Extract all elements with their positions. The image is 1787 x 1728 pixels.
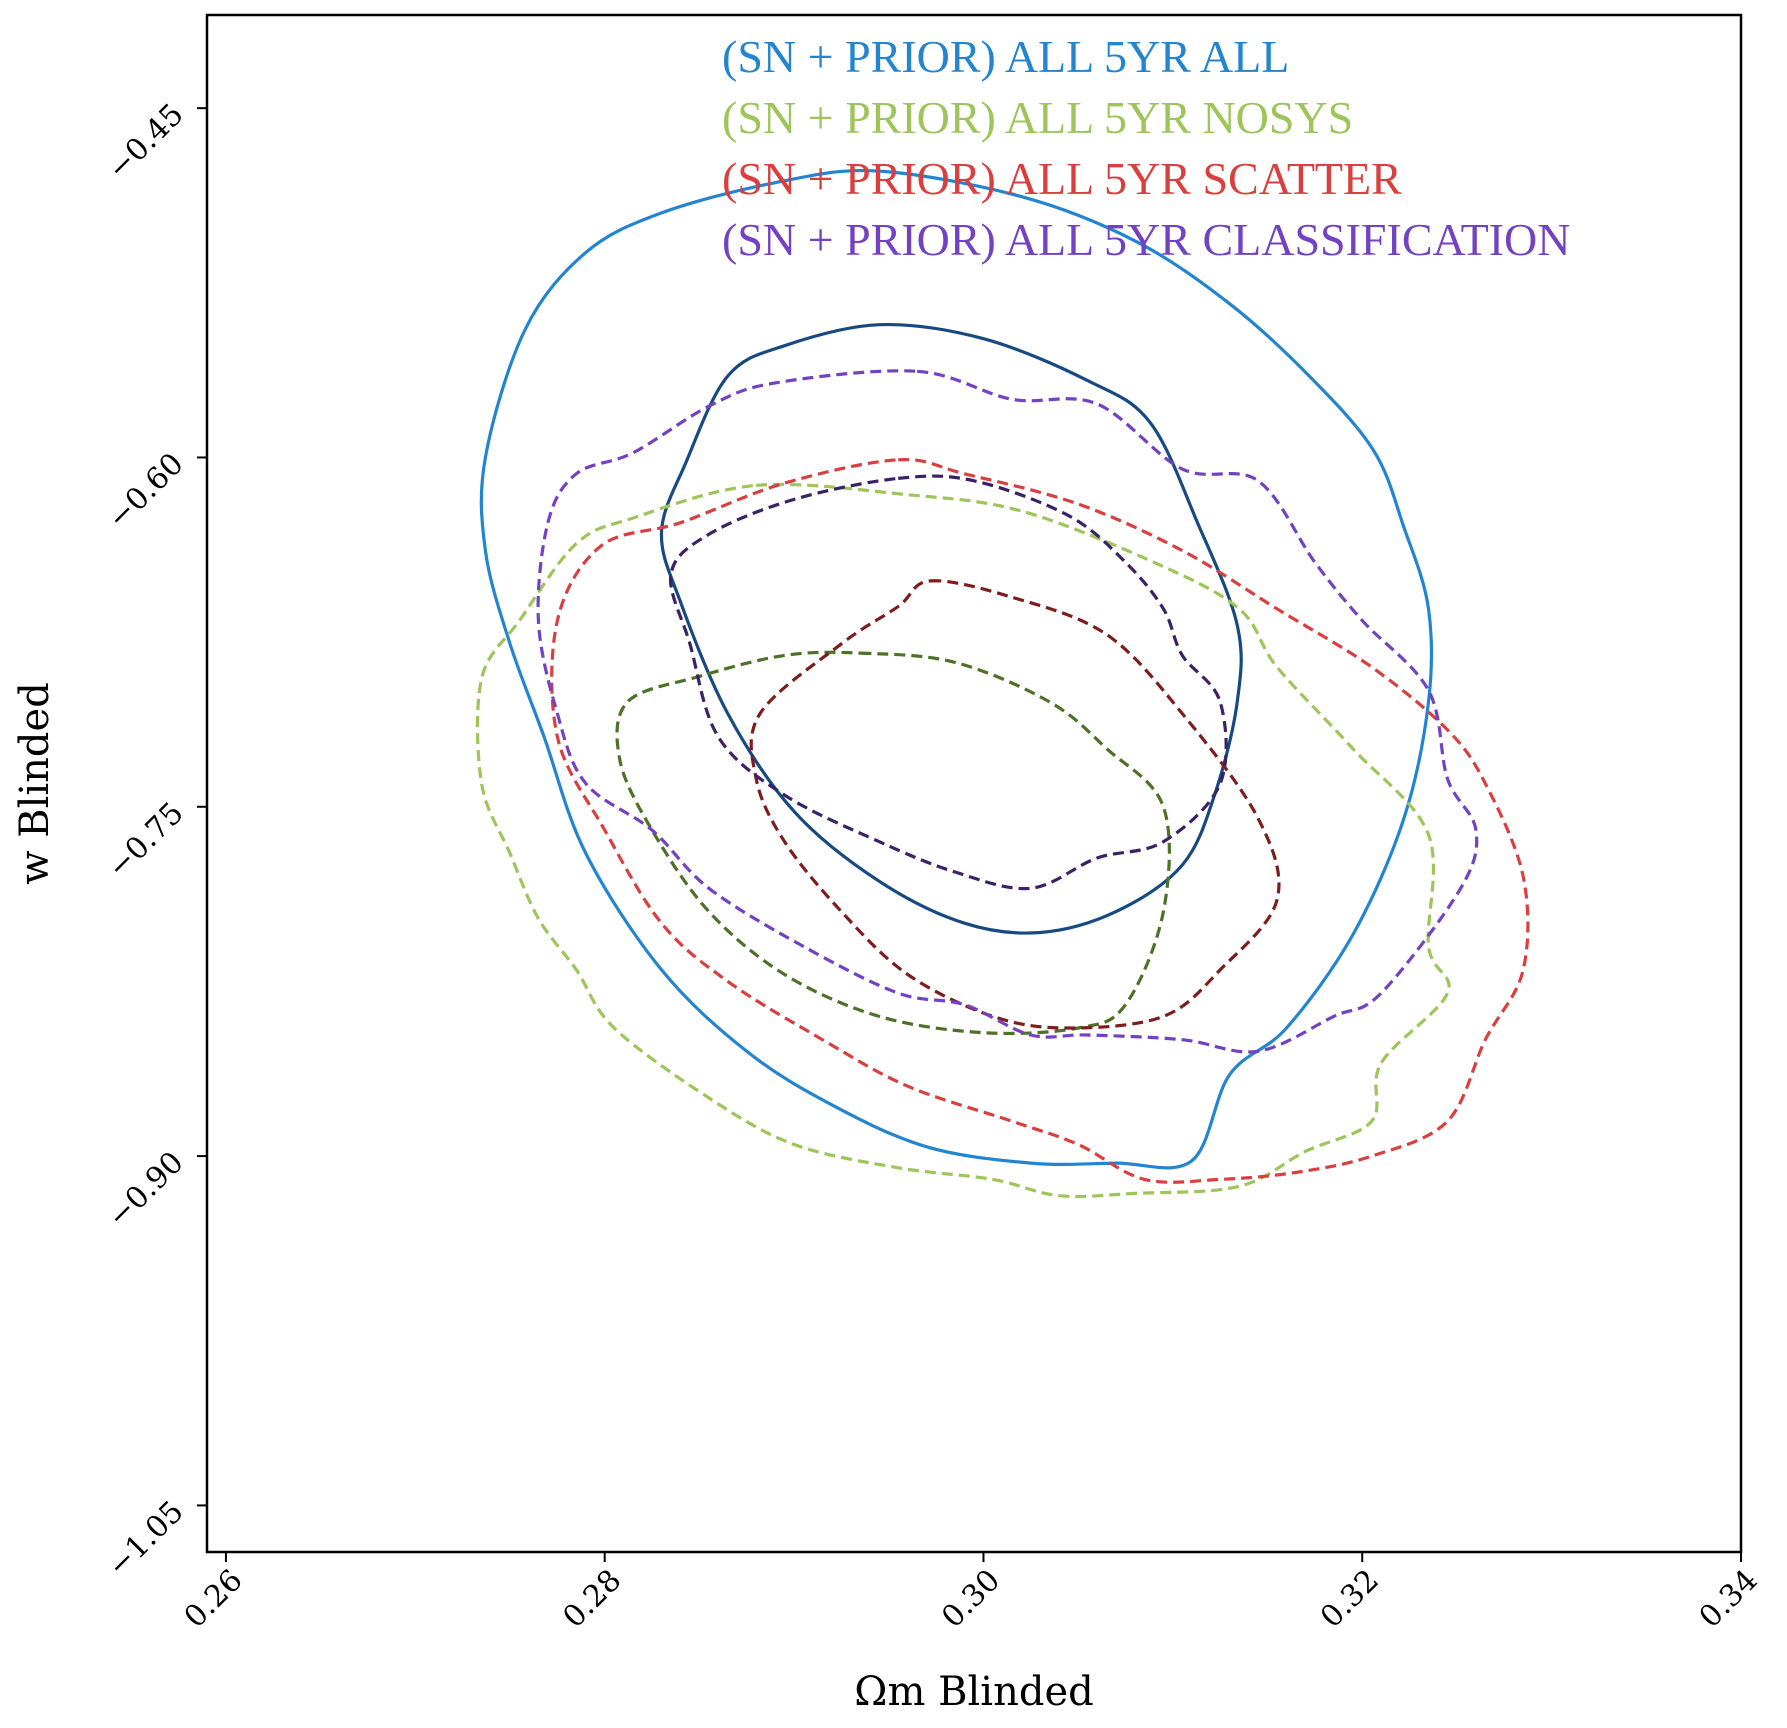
contour-series-1-inner bbox=[659, 322, 1243, 935]
y-tick-label: −0.90 bbox=[101, 1145, 191, 1235]
legend-entry: (SN + PRIOR) ALL 5YR SCATTER bbox=[722, 153, 1402, 204]
y-tick-label: −1.05 bbox=[101, 1494, 191, 1584]
x-tick-label: 0.34 bbox=[1693, 1563, 1765, 1635]
contour-series-3-outer bbox=[550, 458, 1530, 1184]
x-axis-ticks: 0.26 0.28 0.30 0.32 0.34 bbox=[178, 1552, 1765, 1635]
x-tick-label: 0.30 bbox=[935, 1563, 1007, 1635]
contour-series-3-inner bbox=[749, 579, 1281, 1030]
y-tick-label: −0.45 bbox=[101, 97, 191, 187]
legend-entry: (SN + PRIOR) ALL 5YR ALL bbox=[722, 31, 1289, 82]
contour-series-1-outer bbox=[479, 168, 1434, 1170]
x-tick-label: 0.26 bbox=[178, 1563, 250, 1635]
x-tick-label: 0.28 bbox=[556, 1563, 628, 1635]
legend-entry: (SN + PRIOR) ALL 5YR CLASSIFICATION bbox=[722, 214, 1570, 265]
x-tick-label: 0.32 bbox=[1314, 1563, 1386, 1635]
y-tick-label: −0.75 bbox=[101, 796, 191, 886]
contour-series-4-inner bbox=[668, 474, 1228, 891]
contour-series-2-outer bbox=[475, 482, 1451, 1199]
legend-entry: (SN + PRIOR) ALL 5YR NOSYS bbox=[722, 92, 1353, 143]
contour-series-2-inner bbox=[615, 650, 1171, 1036]
plot-frame bbox=[205, 13, 1743, 1554]
contours-layer bbox=[475, 168, 1530, 1199]
y-axis-ticks: −0.45 −0.60 −0.75 −0.90 −1.05 bbox=[101, 97, 207, 1584]
contour-series-4-outer bbox=[536, 369, 1479, 1054]
x-axis-label: Ωm Blinded bbox=[854, 1669, 1093, 1715]
y-tick-label: −0.60 bbox=[101, 446, 191, 536]
legend: (SN + PRIOR) ALL 5YR ALL (SN + PRIOR) ALL… bbox=[722, 31, 1570, 265]
y-axis-label: w Blinded bbox=[12, 682, 58, 885]
